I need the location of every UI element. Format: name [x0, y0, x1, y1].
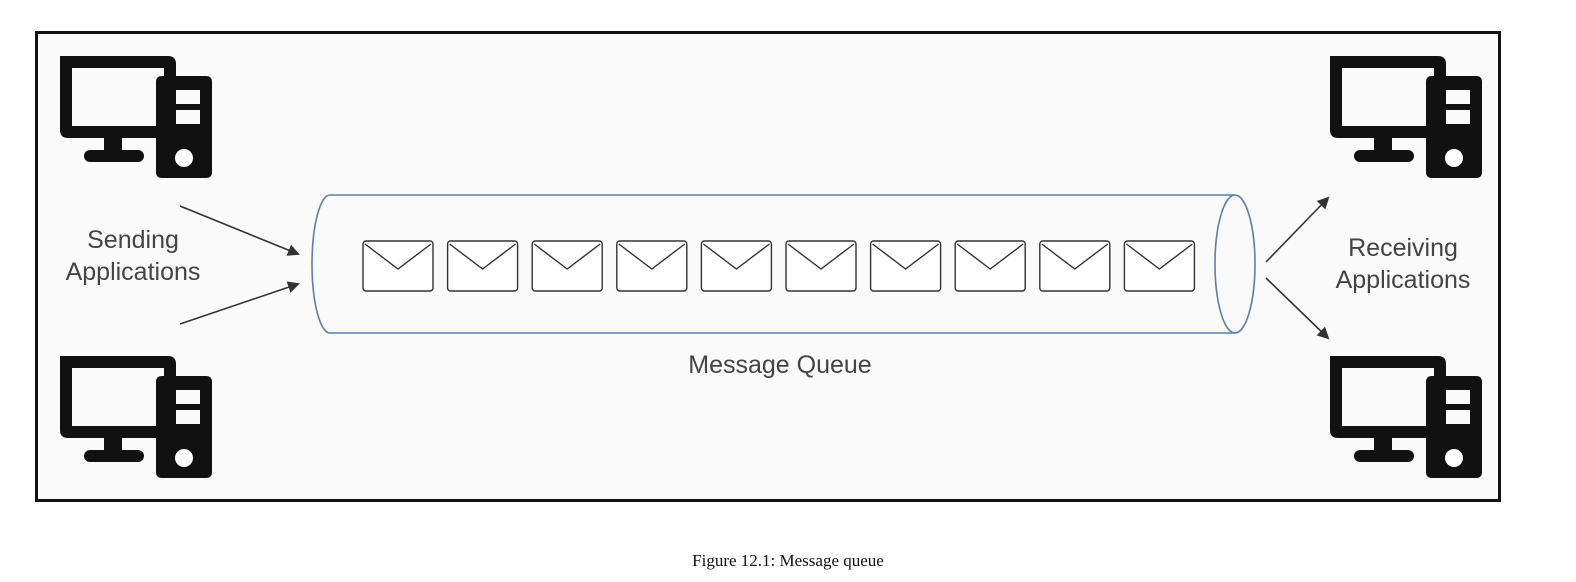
- sending-computer-bottom-icon: [60, 356, 212, 478]
- send-arrow-top: [179, 205, 300, 256]
- message-envelope-icon: [616, 240, 688, 292]
- message-envelope-icon: [869, 240, 942, 292]
- message-queue-cylinder-end: [1214, 194, 1256, 334]
- figure-caption: Figure 12.1: Message queue: [692, 551, 884, 570]
- receive-arrow-bottom: [1265, 277, 1330, 340]
- message-envelope-icon: [362, 240, 434, 292]
- message-envelope-icon: [531, 240, 603, 292]
- sending-label-line2: Applications: [65, 258, 201, 286]
- message-envelope-icon: [700, 240, 773, 292]
- message-envelope-icon: [1123, 240, 1196, 292]
- sending-label-line1: Sending: [87, 226, 179, 254]
- receiving-computer-top-icon: [1330, 56, 1482, 178]
- send-arrow-bottom: [179, 281, 300, 325]
- receive-arrow-top: [1265, 196, 1330, 263]
- message-envelopes: [362, 240, 1196, 292]
- message-queue-cylinder: [311, 194, 1235, 334]
- sending-applications-label: Sending Applications: [60, 224, 206, 288]
- message-queue-label: Message Queue: [688, 351, 872, 379]
- receiving-label-line2: Applications: [1335, 266, 1471, 294]
- message-envelope-icon: [1039, 240, 1111, 292]
- message-envelope-icon: [954, 240, 1026, 292]
- message-envelope-icon: [785, 240, 857, 292]
- sending-computer-top-icon: [60, 56, 212, 178]
- receiving-computer-bottom-icon: [1330, 356, 1482, 478]
- receiving-applications-label: Receiving Applications: [1330, 232, 1476, 296]
- message-envelope-icon: [446, 240, 519, 292]
- receiving-label-line1: Receiving: [1348, 234, 1458, 262]
